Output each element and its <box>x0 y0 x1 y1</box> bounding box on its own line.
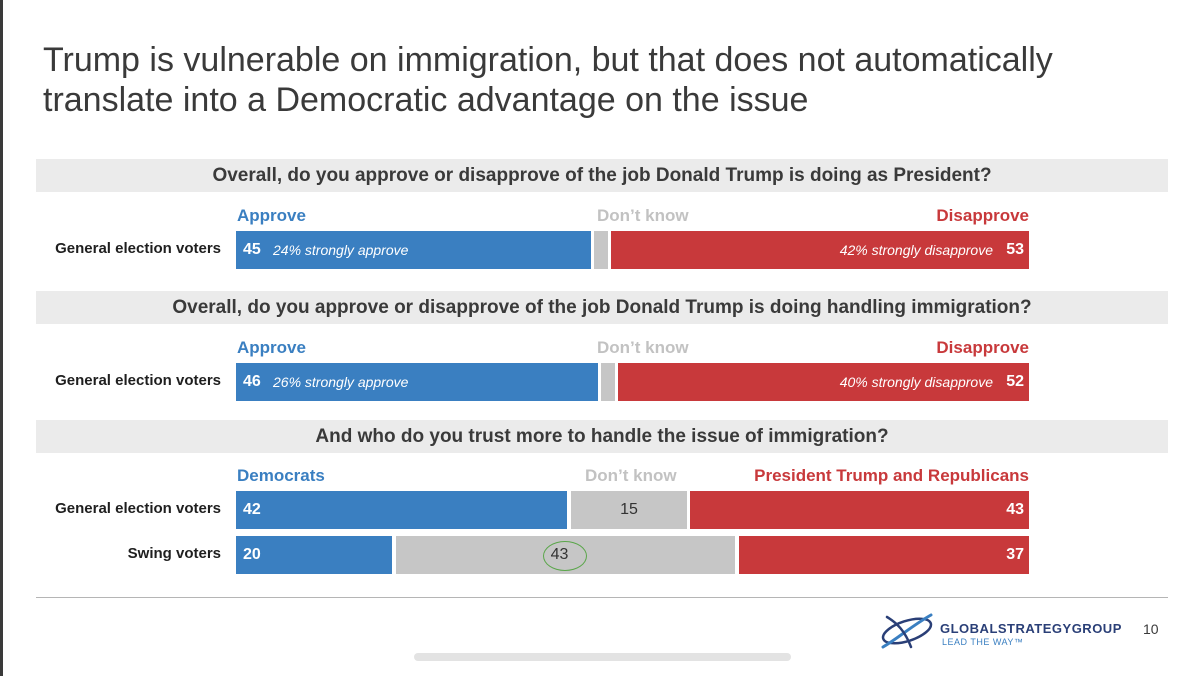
logo-tagline: LEAD THE WAY™ <box>942 637 1024 647</box>
question-3: And who do you trust more to handle the … <box>36 420 1168 453</box>
bar-approve-1: 45 24% strongly approve <box>236 231 591 269</box>
row-label-general-2: General election voters <box>55 372 221 389</box>
highlight-circle <box>543 541 587 571</box>
value-disapprove-2: 52 <box>1006 373 1024 390</box>
legend-disapprove-2: Disapprove <box>936 338 1029 357</box>
bar-dontknow-1 <box>594 231 608 269</box>
legend-approve-2: Approve <box>237 338 306 357</box>
value-approve-2: 46 <box>243 373 261 390</box>
bar-republicans-general: 43 <box>690 491 1029 529</box>
row-label-general-3: General election voters <box>55 500 221 517</box>
note-strong-approve-2: 26% strongly approve <box>273 374 409 390</box>
note-strong-disapprove-2: 40% strongly disapprove <box>839 374 993 390</box>
value-democrats-general: 42 <box>243 501 261 518</box>
bar-republicans-swing: 37 <box>739 536 1029 574</box>
row-label-swing: Swing voters <box>127 545 221 562</box>
logo-text: GLOBALSTRATEGYGROUP <box>940 621 1122 636</box>
legend-democrats: Democrats <box>237 466 325 485</box>
question-2: Overall, do you approve or disapprove of… <box>36 291 1168 324</box>
value-disapprove-1: 53 <box>1006 241 1024 258</box>
globe-swoosh-logo-icon <box>881 613 933 649</box>
legend-dontknow-3: Don’t know <box>585 466 677 485</box>
bar-disapprove-2: 40% strongly disapprove 52 <box>618 363 1029 401</box>
value-dontknow-general: 15 <box>620 501 638 518</box>
slide-title: Trump is vulnerable on immigration, but … <box>43 41 1053 119</box>
legend-disapprove-1: Disapprove <box>936 206 1029 225</box>
footer-rule <box>36 597 1168 598</box>
bar-democrats-swing: 20 <box>236 536 392 574</box>
value-republicans-general: 43 <box>1006 501 1024 518</box>
legend-approve-1: Approve <box>237 206 306 225</box>
horizontal-scrollbar[interactable] <box>414 653 791 661</box>
bar-disapprove-1: 42% strongly disapprove 53 <box>611 231 1029 269</box>
bar-democrats-general: 42 <box>236 491 567 529</box>
value-republicans-swing: 37 <box>1006 546 1024 563</box>
bar-approve-2: 46 26% strongly approve <box>236 363 598 401</box>
bar-dontknow-general: 15 <box>571 491 687 529</box>
page-number: 10 <box>1143 621 1159 637</box>
bar-dontknow-2 <box>601 363 615 401</box>
row-label-general-1: General election voters <box>55 240 221 257</box>
note-strong-approve-1: 24% strongly approve <box>273 242 409 258</box>
left-edge-rule <box>0 0 3 676</box>
legend-dontknow-2: Don’t know <box>597 338 689 357</box>
legend-dontknow-1: Don’t know <box>597 206 689 225</box>
question-1: Overall, do you approve or disapprove of… <box>36 159 1168 192</box>
value-democrats-swing: 20 <box>243 546 261 563</box>
legend-trump-republicans: President Trump and Republicans <box>754 466 1029 485</box>
note-strong-disapprove-1: 42% strongly disapprove <box>839 242 993 258</box>
value-approve-1: 45 <box>243 241 261 258</box>
